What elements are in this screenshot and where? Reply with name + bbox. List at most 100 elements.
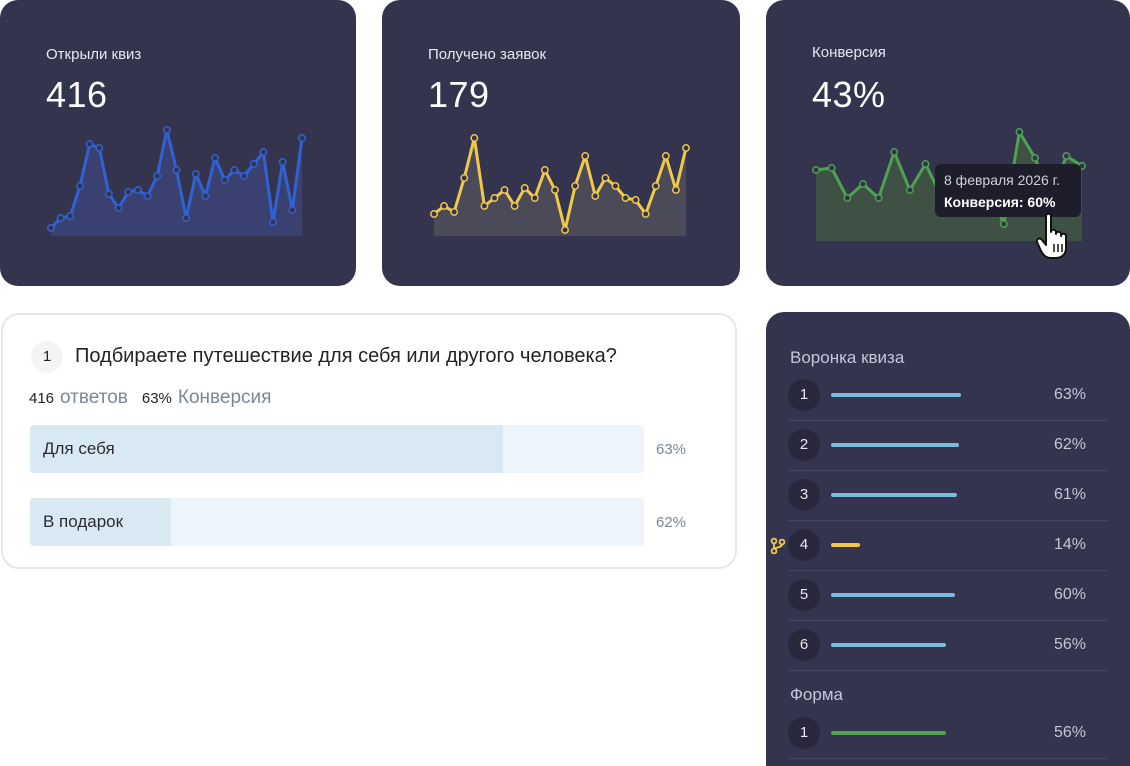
step-number: 2 [788, 429, 820, 461]
funnel-step[interactable]: 3 61% [788, 470, 1108, 521]
funnel-step[interactable]: 5 60% [788, 570, 1108, 621]
step-percent: 56% [1053, 724, 1086, 741]
sparkline-point [520, 184, 529, 192]
funnel-step[interactable]: 1 63% [788, 370, 1108, 421]
sparkline-chart[interactable] [382, 0, 740, 286]
sparkline-point [298, 134, 306, 142]
stat-value: 416 [46, 74, 108, 115]
answer-percent: 62% [656, 514, 687, 531]
chart-tooltip: 8 февраля 2026 г. Конверсия: 60% [935, 164, 1081, 217]
step-number: 6 [788, 629, 820, 661]
sparkline-chart[interactable] [0, 0, 356, 286]
answer-option[interactable]: В подарок [30, 498, 644, 546]
sparkline-point [682, 144, 690, 152]
branch-icon [770, 537, 786, 555]
stat-label: Открыли квиз [46, 46, 142, 63]
sparkline-point [191, 170, 200, 178]
sparkline-point [460, 174, 469, 182]
sparkline-point [269, 218, 277, 226]
form-title: Форма [790, 685, 843, 704]
sparkline-point [182, 214, 191, 222]
sparkline-point [201, 192, 210, 200]
step-percent: 56% [1053, 636, 1086, 653]
step-number: 1 [788, 717, 820, 749]
answer-option[interactable]: Для себя [30, 425, 644, 473]
sparkline-point [510, 202, 519, 210]
sparkline-point [172, 166, 181, 174]
sparkline-point [551, 186, 559, 194]
step-number: 3 [788, 479, 820, 511]
conversion-value: 63% [141, 390, 172, 407]
sparkline-point [611, 182, 620, 190]
sparkline-point [95, 144, 104, 152]
answer-percent: 63% [656, 441, 687, 458]
sparkline-point [671, 186, 680, 194]
sparkline-point [153, 172, 162, 180]
stat-value: 179 [428, 74, 490, 115]
question-card: 1 Подбираете путешествие для себя или др… [1, 313, 737, 569]
sparkline-point [621, 194, 630, 202]
sparkline-point [470, 134, 479, 142]
sparkline-point [581, 152, 590, 160]
hand-cursor-icon [1035, 212, 1067, 259]
step-bar [831, 593, 955, 597]
step-percent: 14% [1053, 536, 1086, 553]
sparkline-point [430, 210, 438, 218]
sparkline-point [561, 226, 569, 234]
step-bar [831, 731, 946, 735]
question-number: 1 [31, 341, 63, 373]
sparkline-point [85, 140, 94, 148]
sparkline-point [56, 214, 65, 222]
sparkline-point [827, 164, 836, 172]
answers-count: 416 [29, 390, 55, 407]
step-bar [831, 543, 860, 547]
sparkline-point [858, 180, 867, 188]
sparkline-point [114, 204, 123, 212]
sparkline-point [631, 196, 640, 204]
sparkline-point [104, 190, 113, 198]
step-number: 5 [788, 579, 820, 611]
sparkline-point [1015, 128, 1024, 136]
sparkline-point [1031, 154, 1040, 162]
question-stats: 416 ответов 63% Конверсия [29, 387, 285, 409]
funnel-step[interactable]: 4 14% [788, 520, 1108, 571]
sparkline-point [162, 126, 171, 134]
sparkline-point [843, 194, 852, 202]
sparkline-point [651, 182, 660, 190]
step-percent: 60% [1053, 586, 1086, 603]
stat-value: 43% [812, 74, 886, 115]
sparkline-point [641, 210, 650, 218]
form-step[interactable]: 1 56% [788, 708, 1108, 759]
sparkline-point [440, 202, 449, 210]
sparkline-point [540, 166, 549, 174]
step-bar [831, 493, 957, 497]
funnel-step[interactable]: 6 56% [788, 620, 1108, 671]
answer-bar-fill [30, 498, 172, 546]
sparkline-point [1062, 152, 1071, 160]
sparkline-point [874, 194, 883, 202]
sparkline-point [890, 148, 899, 156]
sparkline-point [66, 212, 75, 220]
quiz-funnel-card: Воронка квиза 1 63% 2 62% 3 61% 4 14% 5 … [766, 312, 1130, 766]
sparkline-point [591, 192, 600, 200]
stat-card-opened: Открыли квиз 416 [0, 0, 356, 286]
sparkline-point [230, 166, 239, 174]
funnel-step[interactable]: 2 62% [788, 420, 1108, 471]
sparkline-point [571, 182, 580, 190]
sparkline-point [500, 186, 509, 194]
sparkline-point [490, 194, 499, 202]
sparkline-point [143, 192, 152, 200]
step-bar [831, 443, 959, 447]
step-number: 1 [788, 379, 820, 411]
step-percent: 62% [1053, 436, 1086, 453]
sparkline-point [47, 224, 55, 232]
sparkline-area [51, 130, 302, 236]
sparkline-point [450, 208, 459, 216]
sparkline-point [211, 154, 220, 162]
sparkline-point [905, 186, 914, 194]
sparkline-point [812, 166, 820, 174]
sparkline-point [133, 186, 142, 194]
sparkline-point [480, 202, 489, 210]
question-text: Подбираете путешествие для себя или друг… [75, 345, 617, 367]
funnel-title: Воронка квиза [790, 348, 905, 367]
